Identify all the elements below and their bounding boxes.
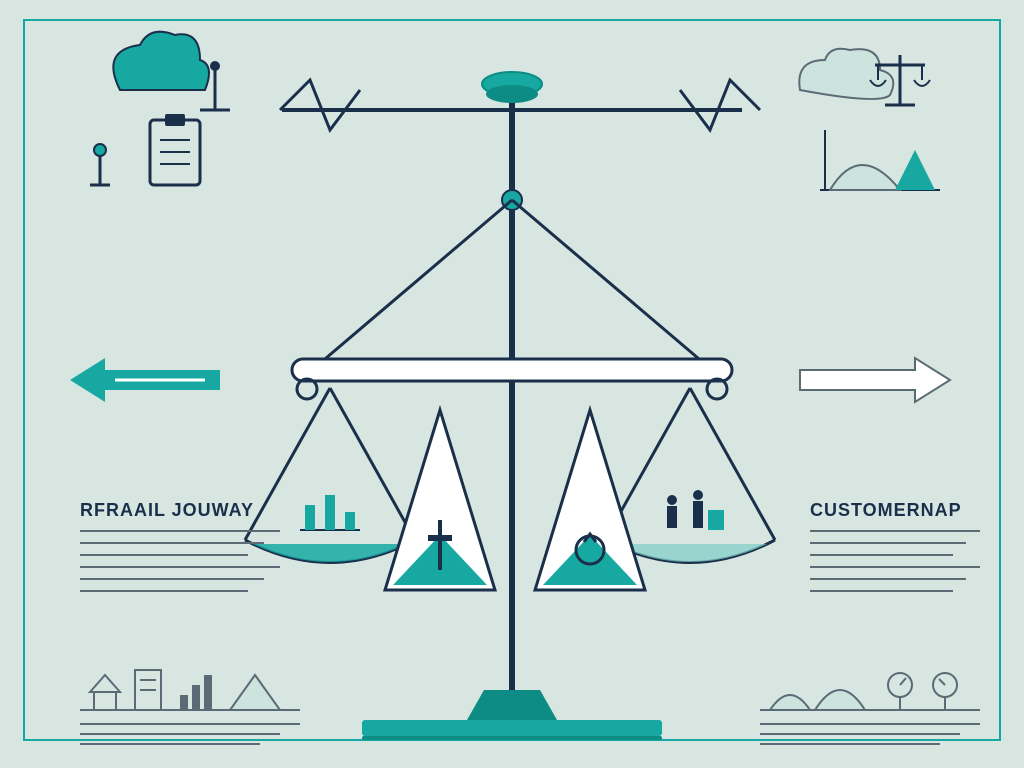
text-block-left xyxy=(80,530,280,602)
crossbar xyxy=(292,359,732,381)
infographic-canvas: RFRAAIL JOUWAY CUSTOMERNAP xyxy=(0,0,1024,768)
label-left: RFRAAIL JOUWAY xyxy=(80,500,254,521)
main-svg xyxy=(0,0,1024,768)
scale-cap-shadow xyxy=(486,85,538,103)
text-block-right xyxy=(810,530,980,602)
label-right: CUSTOMERNAP xyxy=(810,500,962,521)
